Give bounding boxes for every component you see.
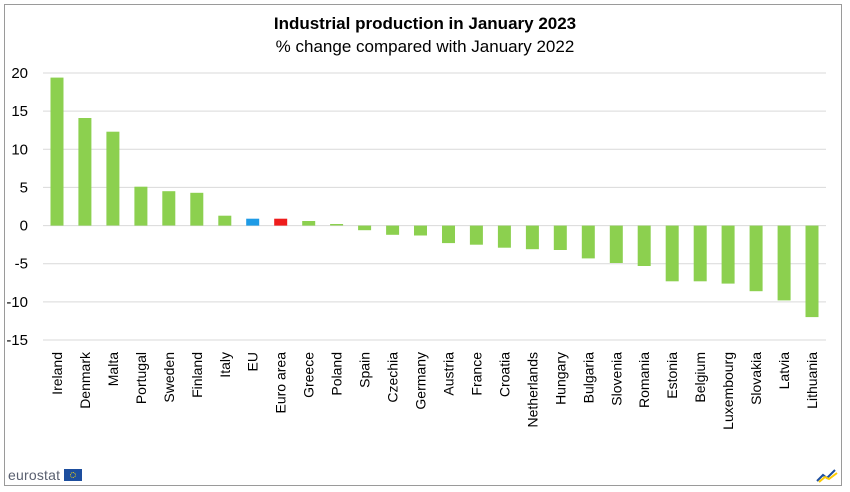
x-tick-label: Spain [357, 352, 373, 388]
x-tick-label: Luxembourg [720, 352, 736, 430]
x-tick-label: Estonia [664, 352, 680, 399]
bar-germany [414, 225, 427, 236]
bar-hungary [553, 225, 567, 250]
y-tick-label: 0 [20, 218, 28, 235]
bar-latvia [777, 225, 791, 301]
bar-poland [330, 224, 344, 226]
eurostat-logo: eurostat [8, 467, 83, 483]
x-tick-label: Hungary [552, 352, 568, 405]
bar-slovakia [749, 225, 763, 292]
x-tick-label: Bulgaria [580, 352, 596, 404]
y-tick-label: -5 [15, 256, 28, 273]
eurostat-mark-icon [816, 469, 838, 483]
x-tick-label: Poland [329, 352, 345, 396]
bar-bulgaria [581, 225, 595, 259]
x-tick-label: Belgium [692, 352, 708, 403]
x-tick-label: Romania [636, 352, 652, 408]
bar-euro-area [274, 218, 288, 226]
y-tick-label: 20 [11, 65, 28, 82]
x-tick-label: Austria [440, 352, 456, 396]
bar-sweden [162, 191, 176, 226]
bar-lithuania [805, 225, 819, 318]
x-tick-label: France [468, 352, 484, 396]
y-tick-label: 15 [11, 103, 28, 120]
x-tick-label: Sweden [161, 352, 177, 403]
x-tick-label: Czechia [385, 352, 401, 403]
bar-romania [637, 225, 651, 266]
y-tick-label: -10 [6, 294, 28, 311]
chart-subtitle: % change compared with January 2022 [275, 37, 575, 56]
x-tick-label: Slovakia [748, 352, 764, 405]
bar-malta [106, 131, 120, 226]
eu-flag-icon [64, 469, 83, 481]
logo-text: eurostat [8, 467, 61, 483]
bar-greece [302, 221, 316, 226]
y-tick-label: 10 [11, 141, 28, 158]
x-tick-label: Lithuania [804, 352, 820, 409]
bar-portugal [134, 186, 148, 226]
bar-spain [358, 225, 372, 231]
bar-denmark [78, 118, 92, 226]
x-tick-label: Latvia [776, 352, 792, 390]
bar-ireland [50, 77, 64, 226]
bar-slovenia [609, 225, 623, 263]
x-tick-label: Euro area [273, 352, 289, 414]
x-tick-label: Netherlands [524, 352, 540, 428]
bar-austria [442, 225, 455, 244]
x-tick-label: Slovenia [608, 352, 624, 406]
bar-france [469, 225, 483, 245]
chart-title: Industrial production in January 2023 [273, 14, 577, 33]
x-tick-label: Italy [217, 352, 233, 378]
x-tick-label: Finland [189, 352, 205, 398]
x-tick-label: Ireland [49, 352, 65, 395]
y-tick-label: -15 [6, 332, 28, 349]
x-tick-label: Croatia [496, 352, 512, 397]
bar-luxembourg [721, 225, 735, 284]
x-tick-label: EU [245, 352, 261, 371]
bar-estonia [665, 225, 679, 282]
bar-belgium [693, 225, 707, 282]
bar-eu [246, 218, 260, 226]
y-tick-label: 5 [20, 179, 28, 196]
bar-finland [190, 192, 204, 226]
x-tick-label: Denmark [77, 351, 93, 409]
x-tick-label: Portugal [133, 352, 149, 404]
bar-czechia [386, 225, 400, 235]
bar-italy [218, 215, 232, 226]
x-tick-label: Malta [105, 352, 121, 386]
bar-netherlands [525, 225, 539, 250]
x-tick-label: Greece [301, 352, 317, 398]
bar-croatia [497, 225, 511, 248]
x-tick-label: Germany [413, 352, 429, 410]
